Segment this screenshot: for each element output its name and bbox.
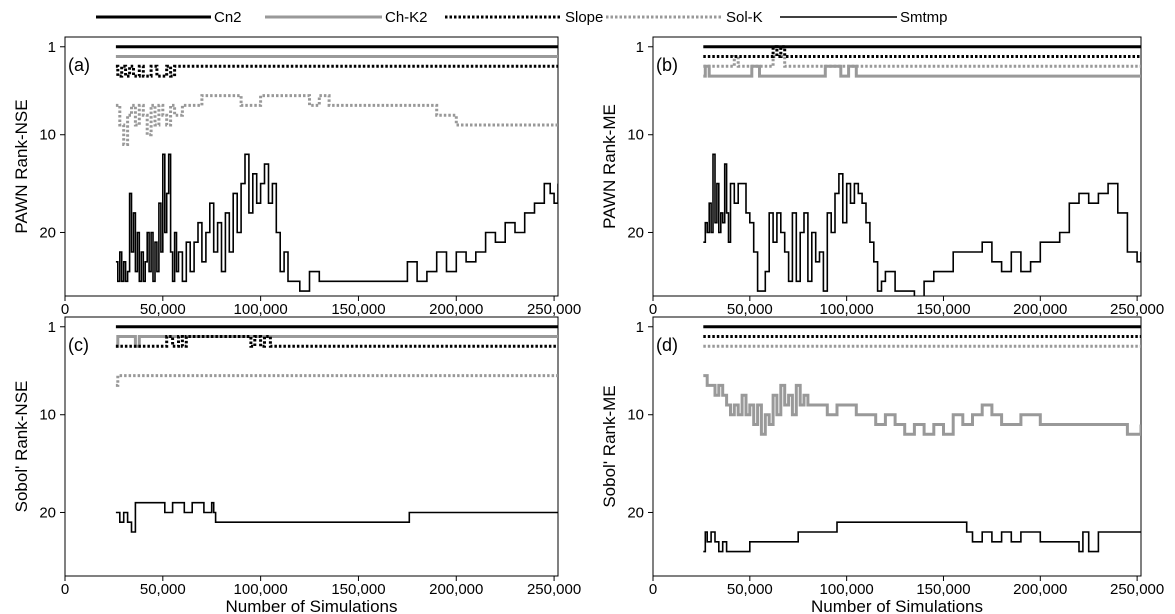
legend-entry-slope: Slope: [445, 9, 603, 26]
x-tick-label: 50,000: [727, 301, 773, 318]
x-tick-label: 200,000: [1013, 581, 1067, 598]
panel-label: (d): [656, 335, 678, 355]
x-tick-label: 50,000: [727, 581, 773, 598]
x-tick-label: 100,000: [234, 581, 288, 598]
x-tick-label: 150,000: [916, 581, 970, 598]
y-axis-label: Sobol' Rank-NSE: [12, 381, 31, 513]
x-axis-label: Number of Simulations: [226, 597, 398, 614]
y-tick-label: 1: [48, 319, 56, 336]
y-tick-label: 1: [636, 319, 644, 336]
panel-d: 1 10 20 0 50,000 100,000 150,000 200,000 250,000…: [600, 316, 1164, 614]
series-line-ch-k2: [703, 64, 1141, 78]
y-tick-label: 20: [627, 504, 644, 521]
plot-frame: [652, 36, 1142, 297]
x-tick-label: 0: [649, 301, 657, 318]
x-tick-label: 200,000: [429, 301, 483, 318]
x-tick-label: 100,000: [234, 301, 288, 318]
legend: Cn2 Ch-K2 Slope Sol-K Smtmp: [96, 9, 948, 26]
series-group: [115, 45, 558, 292]
legend-entry-ch-k2: Ch-K2: [265, 9, 428, 26]
y-tick-label: 1: [48, 39, 56, 56]
legend-label: Slope: [565, 9, 603, 26]
panel-label: (a): [68, 55, 90, 75]
y-axis-label: Sobol' Rank-ME: [600, 385, 619, 507]
x-tick-label: 250,000: [527, 301, 581, 318]
x-tick-label: 150,000: [916, 301, 970, 318]
x-tick-label: 200,000: [429, 581, 483, 598]
plot-frame: [64, 316, 559, 577]
series-line-slope: [115, 335, 558, 348]
series-line-smtmp: [115, 153, 558, 292]
series-line-slope: [703, 45, 1141, 58]
x-axis-label: Number of Simulations: [811, 597, 983, 614]
y-tick-label: 10: [627, 127, 644, 144]
legend-label: Cn2: [214, 9, 242, 26]
panel-c: 1 10 20 0 50,000 100,000 150,000 200,000 250,000…: [12, 316, 581, 614]
legend-label: Smtmp: [900, 9, 948, 26]
series-line-smtmp: [703, 521, 1141, 553]
x-tick-label: 200,000: [1013, 301, 1067, 318]
legend-label: Ch-K2: [385, 9, 428, 26]
panel-label: (b): [656, 55, 678, 75]
series-line-sol-k: [115, 94, 558, 146]
x-tick-label: 100,000: [820, 301, 874, 318]
y-tick-label: 20: [39, 504, 56, 521]
x-tick-label: 150,000: [331, 301, 385, 318]
y-tick-label: 20: [627, 224, 644, 241]
y-tick-label: 10: [39, 407, 56, 424]
y-tick-label: 10: [627, 407, 644, 424]
x-tick-label: 250,000: [1110, 301, 1164, 318]
series-line-smtmp: [703, 153, 1141, 296]
panel-a: 1 10 20 0 50,000 100,000 150,000 200,000 250,000…: [12, 36, 581, 318]
y-axis-label: PAWN Rank-ME: [600, 104, 619, 229]
x-tick-label: 250,000: [527, 581, 581, 598]
x-tick-label: 0: [61, 301, 69, 318]
x-tick-label: 50,000: [140, 301, 186, 318]
series-line-sol-k: [115, 374, 558, 387]
series-group: [703, 325, 1141, 553]
x-tick-label: 50,000: [140, 581, 186, 598]
y-axis-label: PAWN Rank-NSE: [12, 99, 31, 233]
series-line-sol-k: [703, 45, 1141, 68]
x-tick-label: 150,000: [331, 581, 385, 598]
y-tick-label: 20: [39, 224, 56, 241]
legend-entry-cn2: Cn2: [96, 9, 242, 26]
panel-label: (c): [68, 335, 89, 355]
series-group: [703, 45, 1141, 296]
x-tick-label: 250,000: [1110, 581, 1164, 598]
legend-entry-sol-k: Sol-K: [606, 9, 763, 26]
x-tick-label: 100,000: [820, 581, 874, 598]
series-line-ch-k2: [703, 374, 1141, 436]
legend-label: Sol-K: [726, 9, 763, 26]
series-line-ch-k2: [115, 335, 558, 348]
series-group: [115, 325, 558, 533]
panel-b: 1 10 20 0 50,000 100,000 150,000 200,000 250,000…: [600, 36, 1164, 318]
y-tick-label: 10: [39, 127, 56, 144]
x-tick-label: 0: [61, 581, 69, 598]
plot-frame: [652, 316, 1142, 577]
x-tick-label: 0: [649, 581, 657, 598]
y-tick-label: 1: [636, 39, 644, 56]
series-line-slope: [115, 64, 558, 78]
legend-entry-smtmp: Smtmp: [780, 9, 948, 26]
series-line-smtmp: [115, 501, 558, 533]
